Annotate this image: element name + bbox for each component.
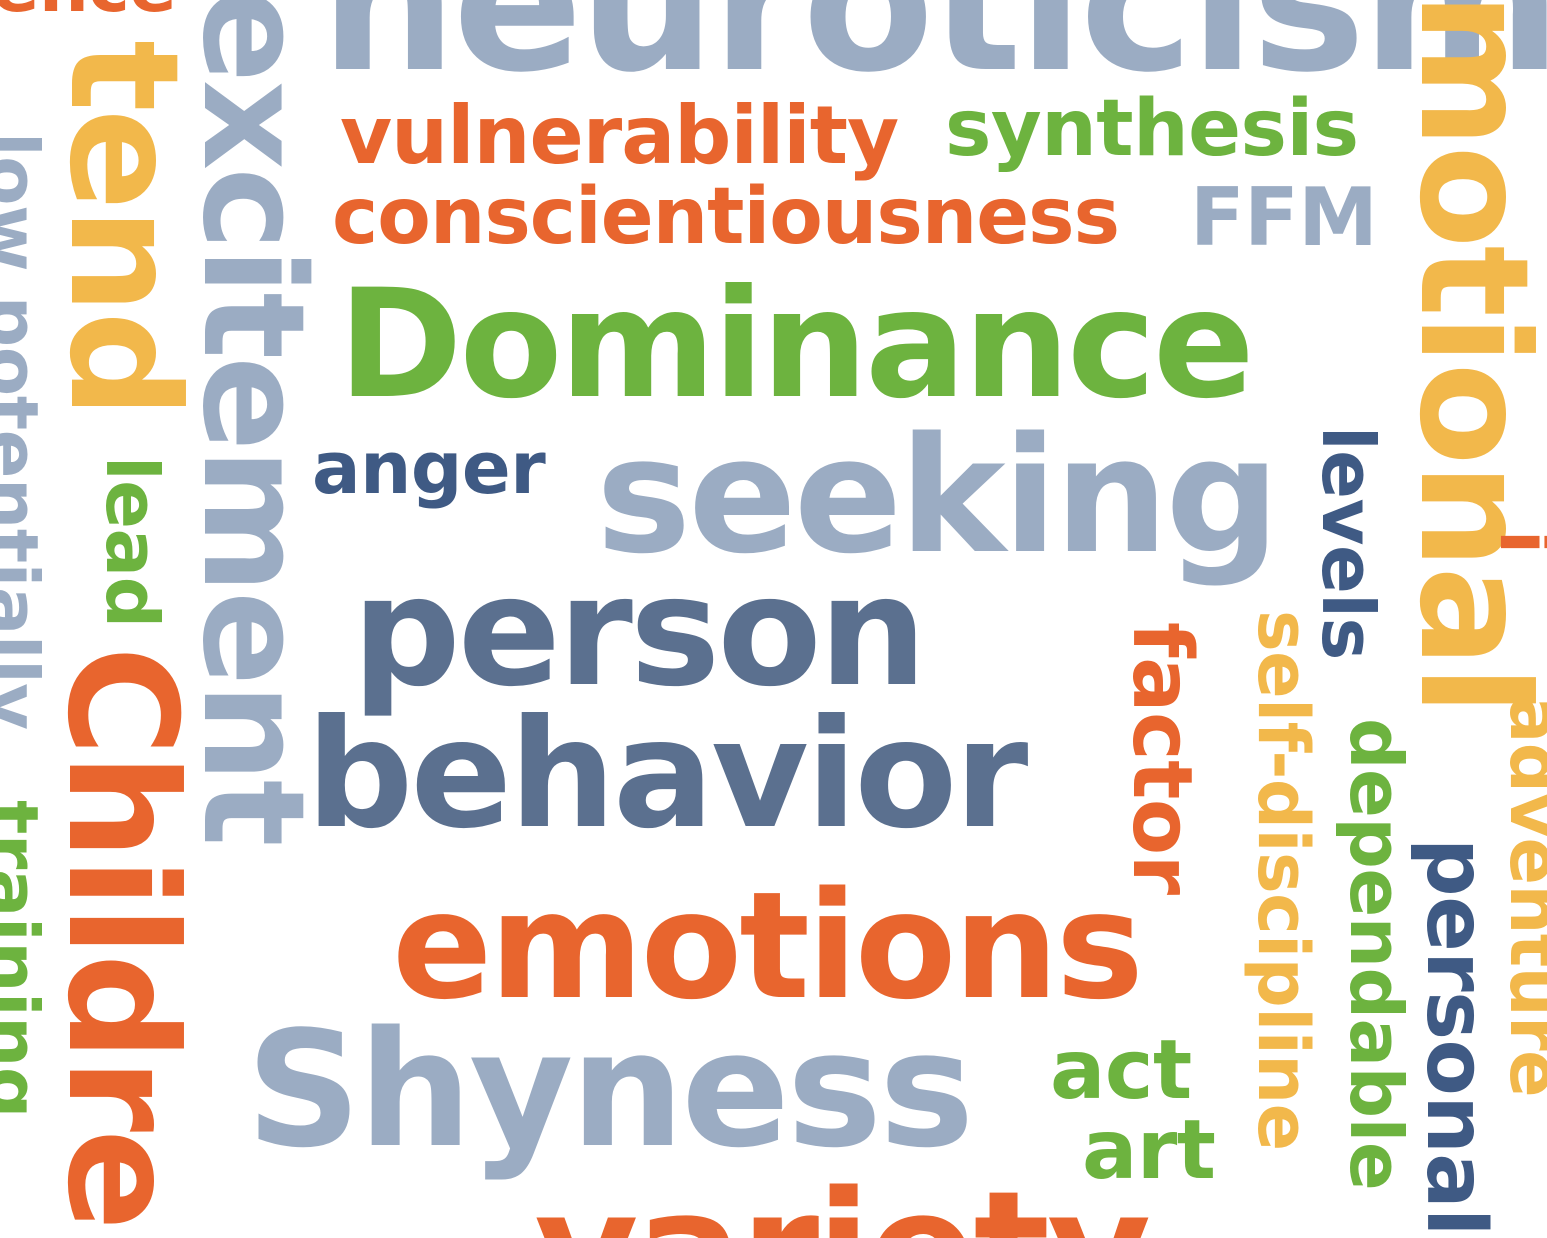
word-behavior: behavior [306, 688, 1028, 862]
word-low-potentially: low potentially [0, 132, 54, 730]
word-synthesis: synthesis [945, 84, 1359, 174]
word-children: Childre [34, 646, 208, 1228]
word-neuroticism: neuroticism [320, 0, 1547, 115]
word-conscientiousness: conscientiousness [332, 172, 1120, 262]
word-emotional: motional [1386, 0, 1547, 713]
word-dominance: Dominance [338, 258, 1255, 432]
word-self-discipline: self-discipline [1242, 610, 1324, 1151]
word-vulnerability: vulnerability [340, 89, 899, 182]
word-art: art [1082, 1103, 1216, 1198]
word-training: training [0, 800, 54, 1118]
word-i: i [1484, 530, 1547, 554]
word-adventure: adventure [1494, 696, 1547, 1098]
word-factor: factor [1114, 622, 1209, 895]
word-shyness: Shyness [246, 996, 974, 1183]
word-lead: lead [90, 456, 174, 628]
word-variety: variety [534, 1170, 1151, 1238]
word-tend: tend [36, 40, 210, 416]
word-ffm: FFM [1190, 171, 1378, 264]
word-dependable: dependable [1334, 718, 1418, 1191]
word-emotions: emotions [392, 860, 1144, 1032]
word-ence: ence [0, 0, 177, 22]
word-person: person [352, 543, 927, 720]
word-act: act [1050, 1023, 1192, 1118]
word-anger: anger [312, 426, 546, 510]
word-seeking: seeking [596, 402, 1280, 589]
word-personal: personal [1408, 838, 1503, 1236]
